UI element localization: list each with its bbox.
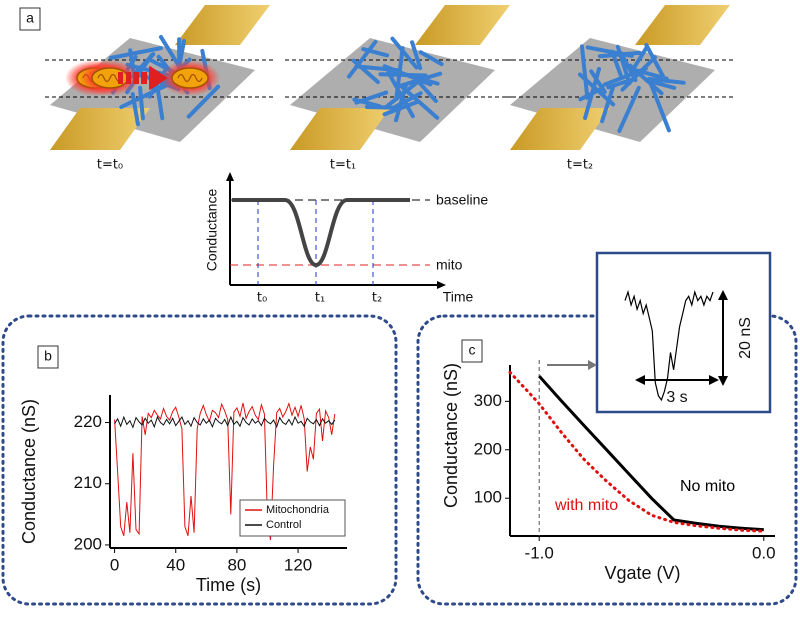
legend-label: Mitochondria [266, 504, 330, 516]
electrode [290, 108, 390, 150]
scale-label: 20 nS [737, 317, 754, 359]
nanotube [140, 88, 143, 118]
schematic-cells [45, 5, 735, 150]
y-tick-label: 220 [74, 412, 102, 431]
motion-arrow [118, 72, 123, 84]
series-label: No mito [680, 478, 735, 495]
scale-label: 3 s [666, 389, 687, 406]
level-label: mito [436, 257, 463, 273]
x-tick-label: 40 [166, 555, 185, 574]
electrode [175, 5, 270, 45]
x-tick-label: 0.0 [752, 543, 776, 562]
arrowhead [588, 360, 597, 370]
panel-frame [3, 316, 396, 604]
x-label: Time [443, 289, 474, 305]
x-label: Vgate (V) [604, 563, 680, 583]
time-label: t=t₂ [567, 158, 593, 173]
electrode [510, 108, 610, 150]
x-tick-label: t₀ [257, 291, 267, 306]
time-label: t=t₀ [97, 158, 123, 173]
schematic-trace [232, 200, 410, 265]
x-tick-label: 120 [284, 555, 312, 574]
x-tick-label: 0 [110, 555, 119, 574]
panel-label: a [26, 10, 34, 26]
panel-label: b [44, 348, 52, 364]
y-tick-label: 200 [74, 534, 102, 553]
time-label: t=t₁ [330, 158, 356, 173]
motion-arrow [134, 72, 139, 84]
x-tick-label: -1.0 [525, 543, 554, 562]
schematic-plot: Conductance baseline mito t₀ t₁ t₂ Time [204, 172, 489, 306]
y-tick-label: 210 [74, 473, 102, 492]
legend-label: Control [266, 519, 301, 531]
y-tick-label: 100 [474, 488, 502, 507]
panel-label: c [469, 342, 476, 358]
x-label: Time (s) [196, 575, 261, 595]
y-label: Conductance (nS) [441, 363, 461, 508]
y-label: Conductance [204, 189, 220, 272]
motion-arrow [142, 72, 147, 84]
y-tick-label: 300 [474, 391, 502, 410]
motion-arrow [126, 72, 131, 84]
y-label: Conductance (nS) [19, 399, 39, 544]
x-tick-label: 80 [227, 555, 246, 574]
electrode [415, 5, 510, 45]
y-tick-label: 200 [474, 439, 502, 458]
arrowhead [226, 172, 234, 181]
x-tick-label: t₂ [372, 291, 382, 306]
series-label: with mito [554, 497, 618, 514]
level-label: baseline [436, 192, 488, 208]
x-tick-label: t₁ [315, 291, 325, 306]
electrode [635, 5, 730, 45]
